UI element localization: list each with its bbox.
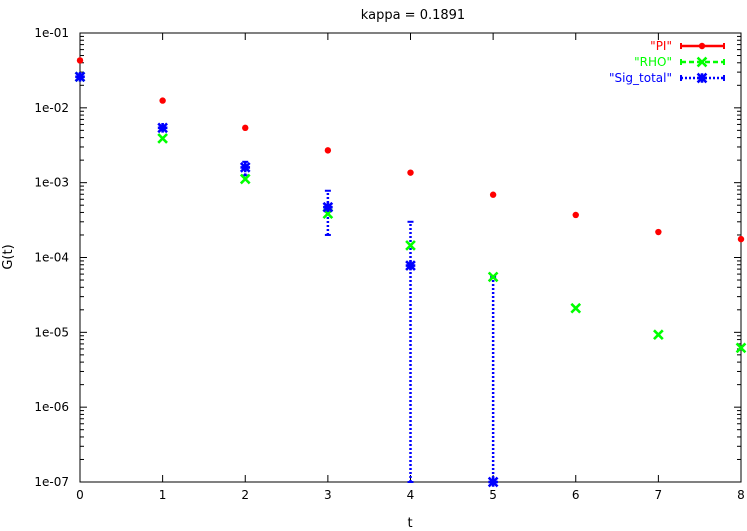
- series-layer: [74, 57, 747, 488]
- x-tick-label: 1: [159, 488, 167, 502]
- y-axis-label: G(t): [1, 244, 16, 269]
- x-tick-label: 2: [241, 488, 249, 502]
- y-tick-label: 1e-07: [34, 475, 69, 489]
- data-point: [76, 57, 84, 64]
- data-point: [489, 191, 497, 198]
- data-point: [324, 147, 332, 154]
- x-tick-label: 3: [324, 488, 332, 502]
- data-point: [487, 271, 499, 283]
- data-point: [157, 122, 168, 134]
- y-tick-label: 1e-01: [34, 26, 69, 40]
- x-tick-label: 8: [737, 488, 745, 502]
- data-point: [737, 235, 745, 243]
- data-point: [322, 201, 334, 213]
- series-2: [77, 74, 497, 483]
- x-tick-label: 4: [407, 488, 415, 502]
- series-markers-0: [76, 57, 745, 243]
- y-tick-label: 1e-04: [34, 251, 69, 265]
- legend-label: "Sig_total": [609, 71, 672, 85]
- data-point: [487, 476, 499, 488]
- series-markers-2: [74, 71, 499, 488]
- legend: "PI" "RHO" "Sig_total": [609, 39, 725, 85]
- legend-marker: [696, 56, 708, 68]
- legend-marker: [696, 72, 708, 84]
- data-point: [735, 342, 747, 354]
- legend-marker: [698, 42, 706, 50]
- data-point: [570, 302, 582, 314]
- data-point: [242, 124, 249, 132]
- y-tick-label: 1e-06: [34, 400, 69, 414]
- x-tick-label: 5: [489, 488, 497, 502]
- data-point: [405, 260, 416, 271]
- data-point: [159, 97, 166, 104]
- data-point: [405, 240, 416, 251]
- axes: 0 1 2 3 4 5 6 7 8 1e-07 1e-06 1e-05 1e-04 1e-03 1e-02 1…: [34, 26, 744, 502]
- data-point: [407, 169, 414, 176]
- data-point: [157, 133, 168, 144]
- x-axis-label: t: [407, 516, 412, 531]
- legend-label: "RHO": [634, 55, 672, 69]
- data-point: [239, 173, 251, 185]
- data-point: [74, 71, 86, 83]
- x-tick-label: 7: [655, 488, 663, 502]
- chart-title: kappa = 0.1891: [361, 8, 465, 23]
- data-point: [239, 162, 251, 173]
- y-tick-label: 1e-05: [34, 325, 69, 339]
- y-tick-label: 1e-03: [34, 176, 69, 190]
- x-tick-label: 0: [76, 488, 84, 502]
- legend-label: "PI": [650, 39, 672, 53]
- y-tick-label: 1e-02: [34, 101, 69, 115]
- data-point: [655, 228, 662, 236]
- x-tick-label: 6: [572, 488, 580, 502]
- data-point: [572, 211, 579, 219]
- data-point: [653, 329, 664, 341]
